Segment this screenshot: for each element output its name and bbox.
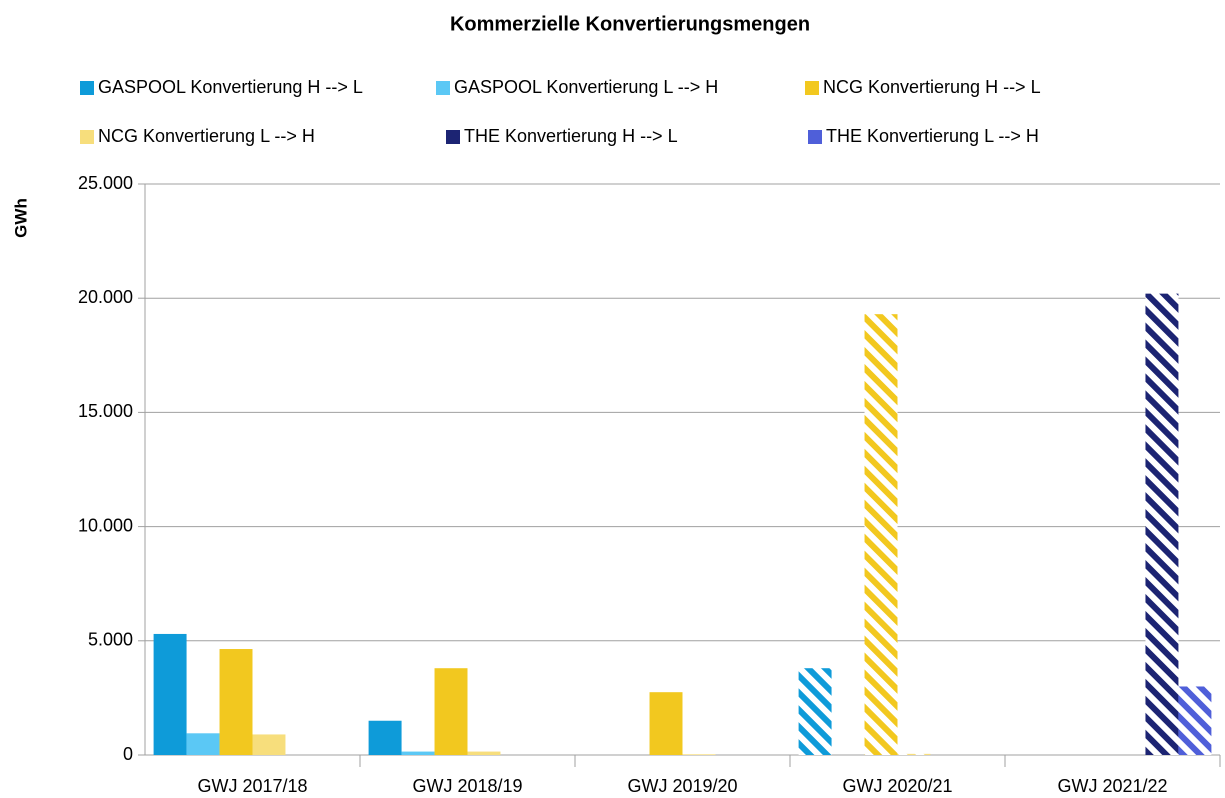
chart-title: Kommerzielle Konvertierungsmengen <box>450 13 810 35</box>
bar <box>368 720 402 755</box>
legend-swatch <box>436 81 450 95</box>
x-tick-label: GWJ 2020/21 <box>842 776 952 796</box>
y-tick-label: 25.000 <box>78 173 133 193</box>
y-tick-label: 5.000 <box>88 630 133 650</box>
bar <box>1178 686 1212 755</box>
y-tick-label: 0 <box>123 744 133 764</box>
y-axis-label: GWh <box>11 198 30 238</box>
bar <box>897 753 931 755</box>
legend-swatch <box>446 130 460 144</box>
bar <box>798 668 832 755</box>
legend-swatch <box>80 81 94 95</box>
y-tick-label: 20.000 <box>78 287 133 307</box>
bar <box>1145 293 1179 755</box>
bar <box>401 751 435 755</box>
legend-label: NCG Konvertierung H --> L <box>823 77 1041 97</box>
legend-label: NCG Konvertierung L --> H <box>98 126 315 146</box>
legend-label: THE Konvertierung L --> H <box>826 126 1039 146</box>
y-tick-label: 15.000 <box>78 401 133 421</box>
bar <box>649 692 683 755</box>
bar <box>864 314 898 755</box>
legend-label: THE Konvertierung H --> L <box>464 126 678 146</box>
bar <box>219 649 253 755</box>
legend-label: GASPOOL Konvertierung H --> L <box>98 77 363 97</box>
bar <box>682 754 716 755</box>
bar <box>186 733 220 755</box>
legend-swatch <box>808 130 822 144</box>
bar <box>153 633 187 755</box>
x-tick-label: GWJ 2019/20 <box>627 776 737 796</box>
legend-label: GASPOOL Konvertierung L --> H <box>454 77 718 97</box>
x-tick-label: GWJ 2021/22 <box>1057 776 1167 796</box>
x-tick-label: GWJ 2018/19 <box>412 776 522 796</box>
legend-swatch <box>80 130 94 144</box>
bar <box>252 734 286 755</box>
y-tick-label: 10.000 <box>78 515 133 535</box>
legend-swatch <box>805 81 819 95</box>
x-tick-label: GWJ 2017/18 <box>197 776 307 796</box>
bar <box>434 668 468 755</box>
bar <box>467 751 501 755</box>
